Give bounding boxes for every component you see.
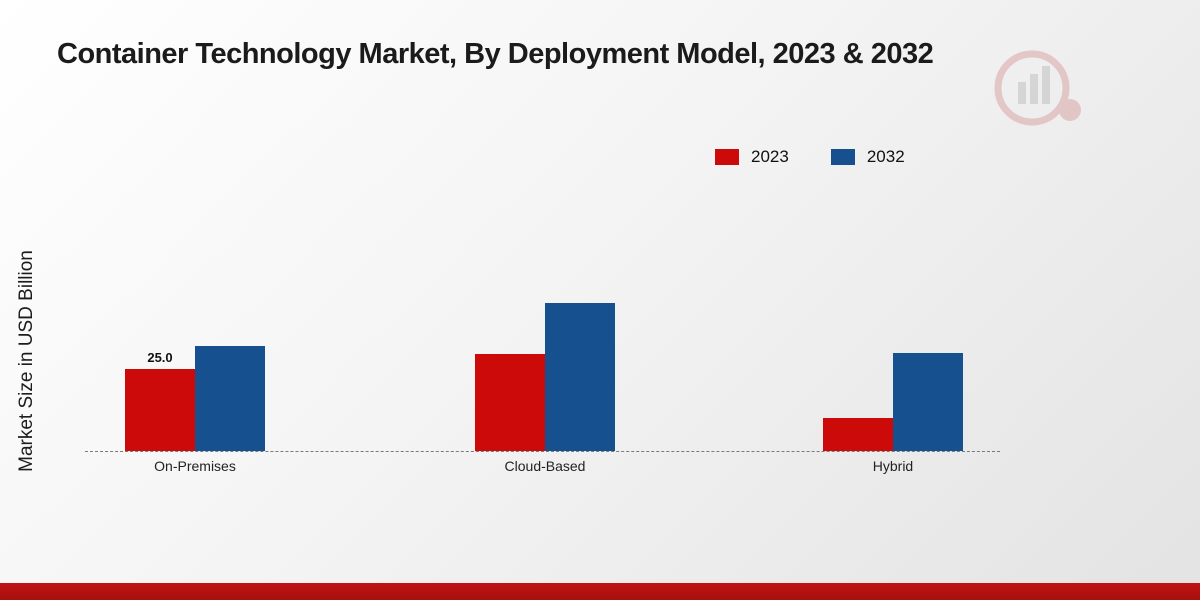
legend: 2023 2032 (715, 147, 905, 167)
plot-area: 25.0 (85, 150, 1000, 452)
x-axis-baseline (85, 451, 1000, 452)
bar-2023-on-premises (125, 369, 195, 451)
legend-swatch-2023 (715, 149, 739, 165)
bar-group-cloud-based (475, 151, 615, 451)
bar-2032-hybrid (893, 353, 963, 451)
bar-2023-hybrid (823, 418, 893, 451)
bar-2032-on-premises (195, 346, 265, 451)
legend-item-2023: 2023 (715, 147, 789, 167)
legend-label-2023: 2023 (751, 147, 789, 166)
legend-swatch-2032 (830, 149, 855, 165)
chart-title: Container Technology Market, By Deployme… (57, 38, 934, 70)
footer-red-band (0, 583, 1200, 600)
bar-group-hybrid (823, 151, 963, 451)
y-axis-title: Market Size in USD Billion (16, 250, 37, 472)
brand-logo-watermark (990, 48, 1090, 128)
category-label-hybrid: Hybrid (872, 458, 914, 474)
bar-2032-cloud-based (545, 303, 615, 451)
bar-value-label-2023-on-premises: 25.0 (147, 350, 173, 365)
legend-label-2032: 2032 (866, 147, 905, 166)
legend-item-2032: 2032 (830, 147, 905, 167)
category-label-on-premises: On-Premises (154, 458, 236, 474)
bar-group-on-premises: 25.0 (125, 151, 265, 451)
category-label-cloud-based: Cloud-Based (504, 458, 586, 474)
bar-2023-cloud-based (475, 354, 545, 451)
